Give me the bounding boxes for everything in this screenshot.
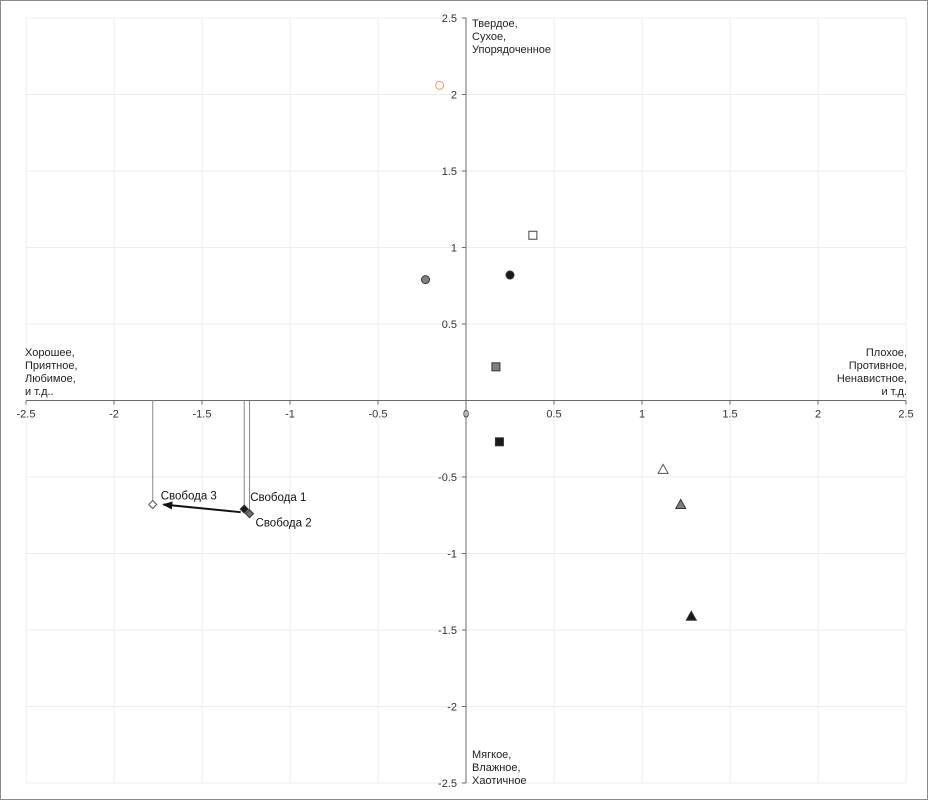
x-tick-label: 1.5 [722,409,737,421]
point-label: Свобода 3 [161,491,217,503]
label-top: Твердое, [472,18,518,30]
point-diamond [239,504,249,514]
label-top: Сухое, [472,31,506,43]
point-label: Свобода 2 [256,518,312,530]
label-bottom: Мягкое, [472,749,511,761]
y-tick-label: 1 [451,243,457,255]
label-left: и т.д.. [25,386,54,398]
label-left: Хорошее, [25,347,75,359]
y-tick-label: -1.5 [438,625,457,637]
y-tick-label: 2 [451,90,457,102]
label-left: Приятное, [25,360,78,372]
label-right: Ненавистное, [837,373,907,385]
point-circle [421,275,431,285]
point-triangle [657,463,669,474]
point-label: Свобода 1 [250,492,306,504]
y-tick-label: -1 [447,549,457,561]
point-triangle [674,498,687,510]
x-tick-label: -1.5 [193,409,212,421]
y-tick-label: 1.5 [442,166,457,178]
x-tick-label: 2.5 [898,409,913,421]
point-triangle [685,610,698,621]
x-tick-label: 0.5 [546,409,561,421]
point-diamond [148,499,158,510]
label-bottom: Хаотичное [472,775,527,787]
point-circle [435,80,445,90]
label-right: и т.д. [881,386,907,398]
label-bottom: Влажное, [472,762,521,774]
y-tick-label: -0.5 [438,472,457,484]
x-tick-label: -0.5 [369,409,388,421]
x-tick-label: 1 [639,409,645,421]
x-tick-label: -1 [285,409,295,421]
label-right: Плохое, [866,347,907,359]
label-right: Противное, [849,360,907,372]
point-circle [505,270,515,280]
x-tick-label: -2 [109,409,119,421]
point-square [491,362,501,372]
label-top: Упорядоченное [472,44,551,56]
y-tick-label: 2.5 [442,13,457,25]
x-tick-label: 0 [463,409,469,421]
point-diamond [244,509,255,519]
point-square [494,437,504,447]
y-tick-label: 0.5 [442,319,457,331]
point-square [528,230,538,240]
arrow [162,501,241,514]
y-tick-label: -2.5 [438,778,457,790]
y-tick-label: -2 [447,702,457,714]
label-left: Любимое, [25,373,76,385]
x-tick-label: -2.5 [17,409,36,421]
x-tick-label: 2 [815,409,821,421]
